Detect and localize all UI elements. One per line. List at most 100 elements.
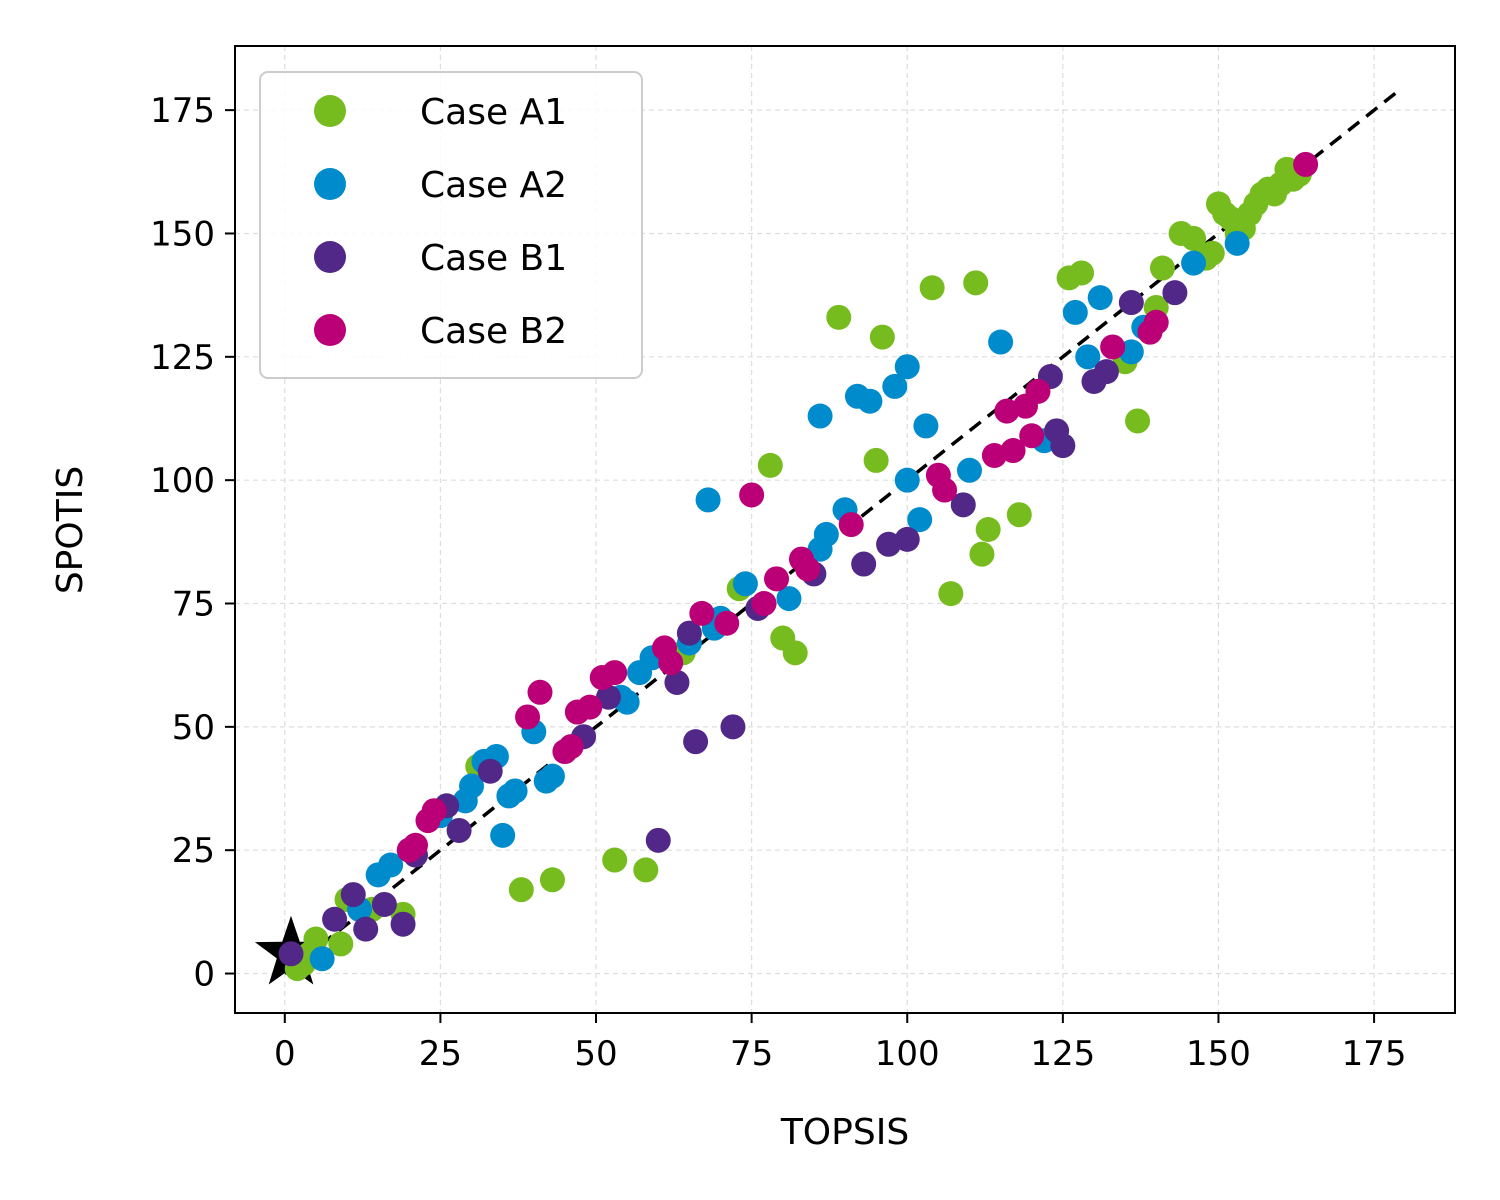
x-tick-label: 50 (574, 1034, 617, 1074)
data-point (502, 778, 528, 804)
data-point (633, 857, 659, 883)
data-point (851, 551, 877, 577)
x-axis-label: TOPSIS (780, 1112, 909, 1153)
data-point (1149, 255, 1175, 281)
legend-label: Case B2 (420, 311, 567, 352)
legend-marker (314, 168, 346, 200)
data-point (371, 891, 397, 917)
data-point (695, 487, 721, 513)
legend-label: Case A1 (420, 92, 567, 133)
data-point (676, 620, 702, 646)
legend-marker (314, 241, 346, 273)
x-tick-label: 100 (875, 1034, 940, 1074)
x-tick-label: 0 (274, 1034, 296, 1074)
data-point (309, 946, 335, 972)
data-point (838, 512, 864, 538)
data-point (795, 556, 821, 582)
legend-box (259, 71, 643, 379)
data-point (303, 926, 329, 952)
data-point (975, 517, 1001, 542)
data-point (508, 877, 534, 903)
data-point (751, 591, 777, 617)
axis-ticks: 0 25 50 75 100 125 150 175 0 25 50 75 100 125 150 175 (150, 91, 1406, 1074)
y-tick-label: 150 (150, 214, 215, 254)
data-point (658, 650, 684, 676)
data-point (459, 773, 485, 799)
y-tick-label: 175 (150, 91, 215, 131)
data-point (1224, 230, 1250, 256)
data-point (340, 882, 366, 908)
data-point (595, 684, 621, 710)
y-tick-label: 25 (172, 831, 215, 871)
data-point (539, 867, 565, 893)
data-point (558, 734, 584, 760)
data-point (378, 852, 404, 878)
data-point (869, 324, 895, 350)
series-1-points (284, 156, 1312, 982)
x-tick-label: 175 (1342, 1034, 1407, 1074)
data-point (1093, 359, 1119, 385)
data-point (446, 817, 472, 843)
data-point (1087, 285, 1113, 311)
data-point (1006, 502, 1032, 528)
data-point (1050, 433, 1076, 459)
data-point (1069, 260, 1095, 286)
data-point (720, 714, 746, 740)
series-4-points (396, 151, 1319, 863)
data-point (539, 763, 565, 789)
data-point (863, 447, 889, 473)
data-point (1019, 423, 1045, 449)
data-point (403, 832, 429, 858)
data-point (988, 329, 1014, 355)
legend: Case A1 Case A2 Case B1 Case B2 (259, 71, 643, 379)
data-point (1000, 438, 1026, 464)
data-point (764, 566, 790, 592)
data-point (602, 847, 628, 873)
y-tick-label: 50 (172, 708, 215, 748)
data-point (1025, 378, 1051, 404)
data-points (278, 151, 1319, 982)
data-point (390, 911, 416, 937)
y-tick-label: 125 (150, 338, 215, 378)
data-point (857, 388, 883, 414)
legend-marker (314, 95, 346, 127)
plot-frame (234, 45, 1456, 1014)
legend-marker (314, 314, 346, 346)
data-point (739, 482, 765, 508)
data-point (826, 304, 852, 330)
data-point (664, 669, 690, 695)
data-point (807, 403, 833, 429)
data-point (328, 931, 354, 957)
legend-label: Case A2 (420, 165, 567, 206)
data-point (938, 581, 964, 607)
x-tick-label: 25 (419, 1034, 462, 1074)
data-point (645, 827, 671, 853)
x-tick-label: 150 (1186, 1034, 1251, 1074)
y-tick-label: 75 (172, 585, 215, 625)
data-point (1125, 408, 1151, 434)
data-point (1100, 334, 1126, 360)
data-point (919, 275, 945, 301)
data-point (907, 507, 933, 533)
data-point (932, 477, 958, 503)
legend-label: Case B1 (420, 238, 567, 279)
y-tick-label: 100 (150, 461, 215, 501)
data-point (894, 467, 920, 493)
data-point (782, 640, 808, 666)
data-point (956, 457, 982, 483)
data-point (1143, 309, 1169, 335)
data-point (813, 521, 839, 547)
data-point (776, 586, 802, 612)
data-point (913, 413, 939, 439)
data-point (963, 270, 989, 296)
data-point (1181, 225, 1207, 251)
data-point (1162, 280, 1188, 306)
x-tick-label: 125 (1030, 1034, 1095, 1074)
data-point (950, 492, 976, 518)
data-point (421, 798, 447, 824)
data-point (757, 452, 783, 478)
data-point (683, 729, 709, 755)
data-point (278, 941, 304, 967)
data-point (894, 526, 920, 552)
